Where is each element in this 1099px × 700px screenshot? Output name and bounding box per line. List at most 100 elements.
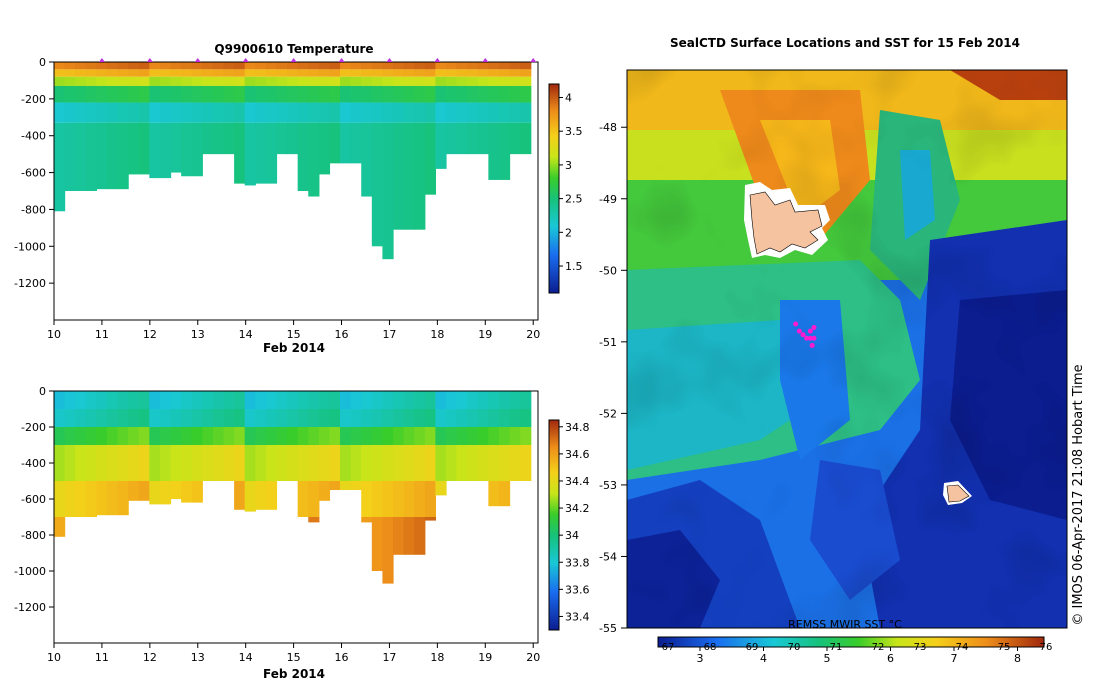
profile-cell (75, 481, 87, 517)
profile-cell (297, 481, 309, 517)
profile-cell (308, 102, 320, 123)
profile-cell (424, 62, 436, 70)
profile-cell (138, 391, 150, 409)
profile-cell (96, 62, 108, 70)
profile-cell (414, 427, 426, 445)
profile-cell (191, 391, 203, 409)
profile-cell (106, 76, 119, 86)
profile-cell (361, 69, 373, 77)
profile-cell (54, 517, 66, 537)
profile-cell (149, 69, 161, 77)
profile-cell (287, 69, 299, 77)
profile-cell (350, 427, 362, 445)
profile-cell (106, 409, 119, 427)
profile-cell (329, 85, 341, 103)
profile-cell (223, 69, 235, 77)
profile-cell (159, 445, 172, 481)
colorbar-tick-label: 34.4 (565, 475, 590, 488)
profile-cell (75, 391, 87, 409)
profile-cell (117, 102, 129, 123)
profile-cell (265, 76, 278, 86)
y-tick-label: 0 (39, 385, 46, 398)
profile-cell (117, 62, 129, 70)
profile-cell (403, 122, 415, 230)
profile-cell (149, 445, 161, 481)
profile-cell (350, 391, 362, 409)
profile-cell (435, 391, 447, 409)
profile-cell (520, 69, 532, 77)
colorbar-tick-label: 33.8 (565, 556, 590, 569)
profile-cell (181, 445, 193, 481)
y-tick-label: -400 (21, 457, 46, 470)
profile-cell (54, 391, 66, 409)
sst-top-tick-label: 70 (788, 642, 801, 653)
y-tick-label: -1000 (14, 240, 46, 253)
sst-top-tick-label: 68 (704, 642, 717, 653)
colorbar-tick-label: 34.2 (565, 502, 590, 515)
profile-cell (403, 409, 415, 427)
profile-cell (202, 85, 214, 103)
profile-cell (265, 409, 278, 427)
profile-cell (265, 481, 278, 510)
profile-cell (170, 409, 182, 427)
profile-cell (75, 85, 87, 103)
profile-cell (223, 102, 235, 123)
profile-cell (488, 76, 500, 86)
profile-cell (382, 69, 394, 77)
profile-cell (138, 409, 150, 427)
profile-cell (96, 427, 108, 445)
profile-cell (212, 427, 225, 445)
profile-cell (255, 481, 267, 510)
profile-cell (498, 76, 511, 86)
profile-cell (64, 102, 76, 123)
profile-cell (371, 409, 384, 427)
x-tick-label: 12 (143, 651, 157, 664)
x-tick-label: 10 (47, 328, 61, 341)
profile-cell (350, 445, 362, 481)
profile-cell (287, 122, 299, 155)
profile-cell (244, 481, 256, 512)
profile-cell (234, 481, 246, 510)
profile-cell (212, 409, 225, 427)
profile-cell (159, 122, 172, 179)
profile-cell (318, 62, 331, 70)
profile-cell (212, 62, 225, 70)
profile-cell (265, 62, 278, 70)
profile-cell (75, 409, 87, 427)
profile-cell (149, 481, 161, 505)
profile-cell (456, 85, 468, 103)
profile-cell (382, 409, 394, 427)
profile-cell (75, 122, 87, 191)
profile-cell (382, 445, 394, 481)
profile-cell (318, 427, 331, 445)
profile-cell (128, 69, 140, 77)
profile-cell (414, 517, 426, 555)
profile-cell (488, 85, 500, 103)
profile-cell (202, 445, 214, 481)
lat-tick-label: -52 (599, 407, 617, 420)
profile-cell (371, 69, 384, 77)
profile-cell (520, 102, 532, 123)
profile-cell (181, 85, 193, 103)
profile-cell (265, 122, 278, 184)
heard-island (946, 484, 970, 503)
sst-top-tick-label: 69 (746, 642, 759, 653)
profile-cell (371, 76, 384, 86)
profile-cell (223, 427, 235, 445)
profile-cell (138, 69, 150, 77)
profile-cell (276, 62, 288, 70)
profile-cell (276, 69, 288, 77)
seal-location-point (804, 335, 810, 341)
lat-tick-label: -50 (599, 264, 617, 277)
profile-cell (488, 427, 500, 445)
profile-cell (54, 427, 66, 445)
profile-cell (297, 445, 309, 481)
profile-cell (509, 62, 521, 70)
profile-cell (223, 391, 235, 409)
profile-cell (361, 391, 373, 409)
profile-cell (202, 409, 214, 427)
seal-location-point (807, 335, 813, 341)
profile-cell (223, 76, 235, 86)
profile-cell (106, 481, 119, 516)
profile-cell (424, 122, 436, 195)
